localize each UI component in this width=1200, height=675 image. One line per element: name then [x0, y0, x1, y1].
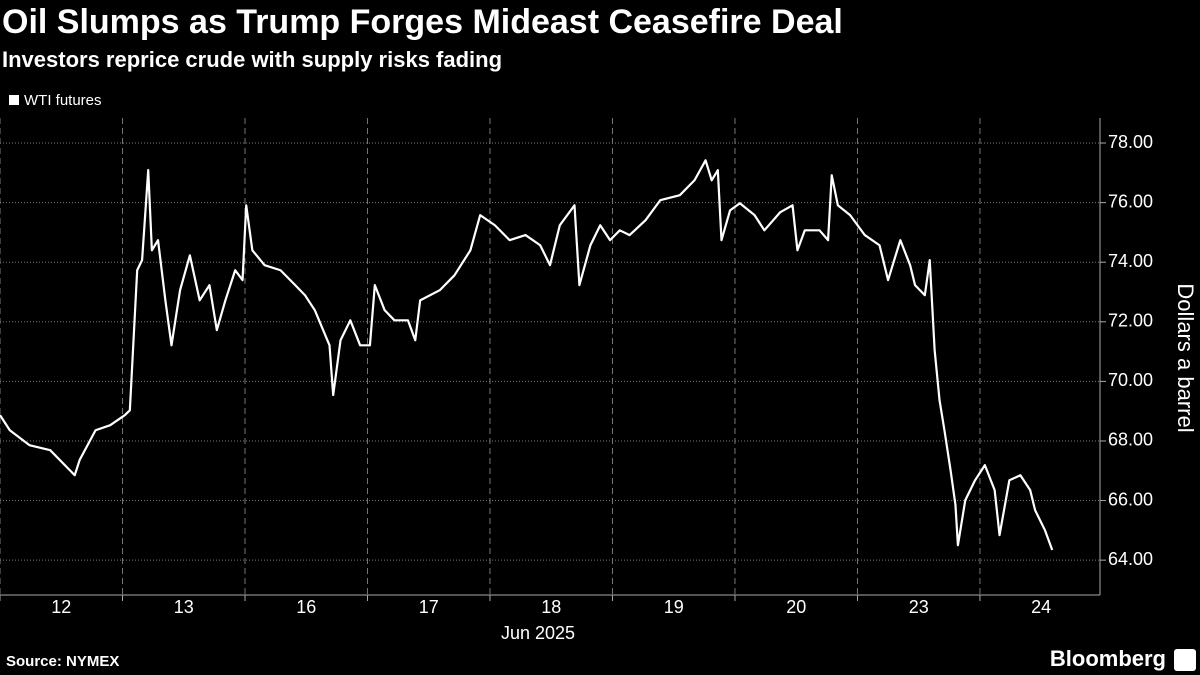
x-tick-label: 20: [786, 597, 806, 617]
x-tick-label: 24: [1031, 597, 1051, 617]
x-tick-label: 23: [909, 597, 929, 617]
y-tick-label: 78.00: [1108, 132, 1153, 152]
series-line: [0, 159, 1054, 551]
y-tick-label: 64.00: [1108, 549, 1153, 569]
chart-subtitle: Investors reprice crude with supply risk…: [2, 47, 502, 72]
brand-logo: [1174, 649, 1196, 671]
x-tick-label: 17: [419, 597, 439, 617]
source: Source: NYMEX: [6, 653, 119, 670]
y-tick-label: 76.00: [1108, 191, 1153, 211]
brand: Bloomberg: [1050, 646, 1166, 671]
x-tick-label: 13: [174, 597, 194, 617]
x-axis-label: Jun 2025: [501, 623, 575, 643]
y-tick-label: 70.00: [1108, 370, 1153, 390]
y-tick-label: 74.00: [1108, 251, 1153, 271]
x-tick-label: 16: [296, 597, 316, 617]
x-tick-label: 19: [664, 597, 684, 617]
y-tick-label: 66.00: [1108, 489, 1153, 509]
x-tick-label: 12: [51, 597, 71, 617]
x-tick-label: 18: [541, 597, 561, 617]
y-tick-label: 72.00: [1108, 311, 1153, 331]
legend-label: WTI futures: [24, 92, 102, 109]
chart-title: Oil Slumps as Trump Forges Mideast Cease…: [2, 3, 843, 41]
legend-swatch: [9, 95, 19, 105]
y-axis-label: Dollars a barrel: [1173, 283, 1198, 432]
y-tick-label: 68.00: [1108, 430, 1153, 450]
